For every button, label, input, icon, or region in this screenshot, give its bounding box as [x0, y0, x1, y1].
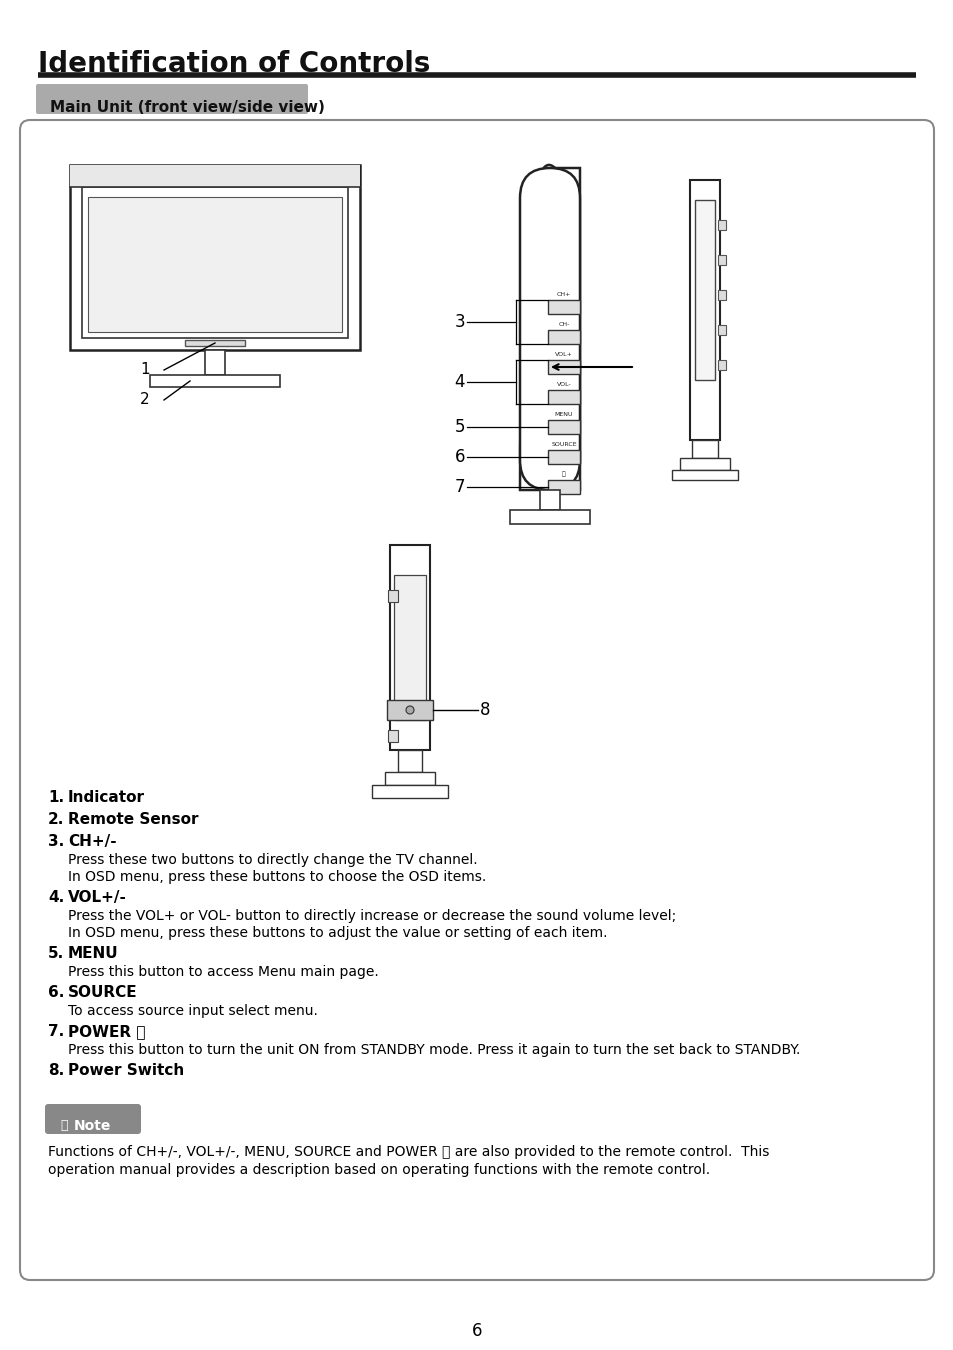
- Text: CH+: CH+: [557, 292, 571, 297]
- Text: 6: 6: [471, 1322, 482, 1341]
- Circle shape: [406, 706, 414, 714]
- Bar: [70, 165, 359, 188]
- Text: VOL+/-: VOL+/-: [68, 890, 127, 905]
- Bar: [547, 360, 579, 374]
- Text: Press the VOL+ or VOL- button to directly increase or decrease the sound volume : Press the VOL+ or VOL- button to directl…: [68, 909, 676, 923]
- Bar: [718, 360, 725, 370]
- Bar: [372, 784, 448, 798]
- Bar: [718, 290, 725, 300]
- FancyBboxPatch shape: [45, 1104, 141, 1134]
- Bar: [547, 420, 579, 433]
- Bar: [547, 300, 579, 315]
- Text: Press these two buttons to directly change the TV channel.: Press these two buttons to directly chan…: [68, 853, 477, 867]
- Bar: [387, 701, 433, 720]
- Text: Main Unit (front view/side view): Main Unit (front view/side view): [50, 100, 325, 115]
- Text: VOL+: VOL+: [555, 352, 573, 356]
- Bar: [82, 188, 348, 338]
- Text: SOURCE: SOURCE: [551, 441, 577, 447]
- Text: 2: 2: [140, 393, 150, 408]
- Text: POWER ⏻: POWER ⏻: [68, 1025, 146, 1040]
- Text: 6.: 6.: [48, 986, 64, 1000]
- Text: 7.: 7.: [48, 1025, 64, 1040]
- Bar: [510, 510, 589, 524]
- Bar: [397, 751, 421, 772]
- Text: 4.: 4.: [48, 890, 64, 905]
- Bar: [70, 165, 359, 350]
- Text: ⏻: ⏻: [561, 471, 565, 477]
- Text: VOL-: VOL-: [556, 382, 571, 387]
- FancyBboxPatch shape: [20, 120, 933, 1280]
- Bar: [691, 440, 718, 458]
- Text: Press this button to turn the unit ON from STANDBY mode. Press it again to turn : Press this button to turn the unit ON fr…: [68, 1044, 800, 1057]
- Bar: [689, 180, 720, 440]
- Text: MENU: MENU: [68, 946, 118, 961]
- Text: Power Switch: Power Switch: [68, 1062, 184, 1079]
- Text: 1: 1: [140, 363, 150, 378]
- Bar: [385, 772, 435, 784]
- FancyBboxPatch shape: [36, 84, 308, 113]
- Bar: [150, 375, 280, 387]
- Text: In OSD menu, press these buttons to choose the OSD items.: In OSD menu, press these buttons to choo…: [68, 869, 486, 884]
- Bar: [394, 575, 426, 720]
- Text: 🔕: 🔕: [60, 1119, 68, 1133]
- Text: Functions of CH+/-, VOL+/-, MENU, SOURCE and POWER ⏻ are also provided to the re: Functions of CH+/-, VOL+/-, MENU, SOURCE…: [48, 1145, 768, 1160]
- Bar: [539, 490, 559, 510]
- Text: 1.: 1.: [48, 790, 64, 805]
- Text: CH+/-: CH+/-: [68, 834, 116, 849]
- Bar: [547, 329, 579, 344]
- Text: To access source input select menu.: To access source input select menu.: [68, 1004, 317, 1018]
- Bar: [718, 325, 725, 335]
- Bar: [205, 350, 225, 375]
- Text: operation manual provides a description based on operating functions with the re: operation manual provides a description …: [48, 1162, 709, 1177]
- Text: Indicator: Indicator: [68, 790, 145, 805]
- Bar: [390, 545, 430, 751]
- Text: 6: 6: [454, 448, 464, 466]
- Text: 8.: 8.: [48, 1062, 64, 1079]
- Bar: [679, 458, 729, 470]
- Text: 8: 8: [479, 701, 490, 720]
- Text: Press this button to access Menu main page.: Press this button to access Menu main pa…: [68, 965, 378, 979]
- FancyBboxPatch shape: [519, 167, 579, 490]
- Text: 4: 4: [454, 373, 464, 391]
- Bar: [547, 390, 579, 404]
- Text: CH-: CH-: [558, 323, 569, 327]
- Text: SOURCE: SOURCE: [68, 986, 137, 1000]
- Text: Identification of Controls: Identification of Controls: [38, 50, 430, 78]
- Bar: [695, 200, 714, 379]
- Text: 3: 3: [454, 313, 464, 331]
- PathPatch shape: [519, 165, 579, 490]
- Bar: [718, 255, 725, 265]
- Bar: [671, 470, 738, 481]
- Text: 7: 7: [454, 478, 464, 495]
- Text: Remote Sensor: Remote Sensor: [68, 811, 198, 828]
- Bar: [388, 730, 397, 742]
- Bar: [388, 590, 397, 602]
- Bar: [185, 340, 245, 346]
- Text: 2.: 2.: [48, 811, 64, 828]
- Bar: [88, 197, 341, 332]
- Text: 5.: 5.: [48, 946, 64, 961]
- Text: 3.: 3.: [48, 834, 64, 849]
- Bar: [547, 481, 579, 494]
- Bar: [547, 450, 579, 464]
- Bar: [718, 220, 725, 230]
- Text: 5: 5: [454, 418, 464, 436]
- Text: MENU: MENU: [554, 412, 573, 417]
- Text: Note: Note: [74, 1119, 112, 1133]
- Text: In OSD menu, press these buttons to adjust the value or setting of each item.: In OSD menu, press these buttons to adju…: [68, 926, 607, 940]
